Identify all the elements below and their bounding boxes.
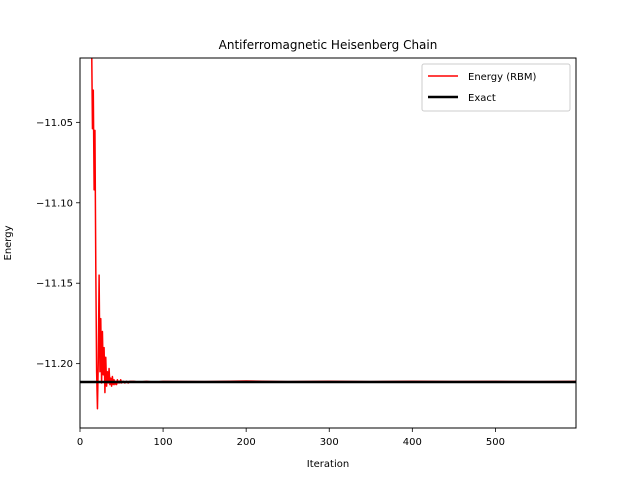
x-tick-label: 300 — [320, 437, 339, 448]
y-tick-label: −11.20 — [36, 359, 73, 370]
x-axis-label: Iteration — [307, 459, 349, 470]
chart-title: Antiferromagnetic Heisenberg Chain — [219, 38, 438, 52]
y-axis: −11.05 −11.10 −11.15 −11.20 — [36, 118, 80, 370]
x-tick-label: 100 — [154, 437, 173, 448]
y-tick-label: −11.15 — [36, 279, 73, 290]
series-layer — [80, 58, 576, 410]
x-axis: 0 100 200 300 400 500 — [77, 428, 505, 448]
x-tick-label: 0 — [77, 437, 83, 448]
y-tick-label: −11.05 — [36, 118, 73, 129]
legend: Energy (RBM) Exact — [421, 63, 571, 112]
x-tick-label: 400 — [403, 437, 422, 448]
plot-frame — [79, 57, 577, 429]
x-tick-label: 500 — [486, 437, 505, 448]
y-tick-label: −11.10 — [36, 198, 73, 209]
legend-label-exact: Exact — [468, 93, 496, 104]
legend-label-energy-rbm: Energy (RBM) — [468, 72, 537, 83]
legend-box — [421, 63, 571, 112]
x-tick-label: 200 — [237, 437, 256, 448]
y-axis-label: Energy — [3, 225, 14, 260]
plot-area — [80, 58, 576, 428]
